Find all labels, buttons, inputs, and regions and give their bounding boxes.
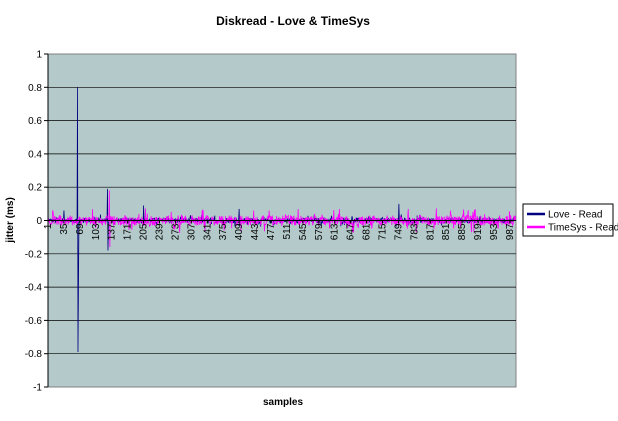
axes bbox=[44, 53, 516, 388]
legend: Love - Read TimeSys - Read bbox=[522, 203, 618, 237]
y-tick-label: -0.4 bbox=[25, 283, 43, 294]
y-tick-label: -0.2 bbox=[25, 249, 43, 260]
gridlines bbox=[48, 86, 516, 355]
legend-label: Love - Read bbox=[548, 210, 602, 221]
x-tick-label: 443 bbox=[250, 223, 261, 240]
x-tick-label: 919 bbox=[473, 223, 484, 240]
x-tick-label: 987 bbox=[505, 223, 516, 240]
x-tick-label: 137 bbox=[107, 223, 118, 240]
x-tick-label: 341 bbox=[202, 223, 213, 240]
x-tick-label: 885 bbox=[457, 223, 468, 240]
x-tick-label: 681 bbox=[362, 223, 373, 240]
x-tick-label: 851 bbox=[441, 223, 452, 240]
y-tick-label: -0.8 bbox=[25, 349, 43, 360]
x-tick-labels: 1 35 69 103 137 171 205 239 273 307 341 375 409 443 47… bbox=[43, 223, 516, 240]
y-tick-labels: 1 0.8 0.6 0.4 0.2 0 -0.2 -0.4 -0.6 -0.8 -1 bbox=[25, 50, 43, 394]
y-tick-label: 0.8 bbox=[28, 83, 42, 94]
y-tick-label: 0 bbox=[36, 216, 42, 227]
legend-box bbox=[522, 203, 614, 237]
x-tick-label: 579 bbox=[314, 223, 325, 240]
x-tick-label: 239 bbox=[154, 223, 165, 240]
y-tick-label: -0.6 bbox=[25, 316, 43, 327]
x-tick-label: 817 bbox=[425, 223, 436, 240]
x-tick-label: 205 bbox=[139, 223, 150, 240]
x-tick-label: 35 bbox=[59, 223, 70, 235]
y-tick-label: 0.4 bbox=[28, 149, 42, 160]
x-tick-label: 477 bbox=[266, 223, 277, 240]
x-tick-label: 409 bbox=[234, 223, 245, 240]
x-tick-label: 647 bbox=[346, 223, 357, 240]
x-tick-label: 307 bbox=[186, 223, 197, 240]
x-tick-label: 715 bbox=[377, 223, 388, 240]
y-tick-label: 0.2 bbox=[28, 183, 42, 194]
x-tick-label: 171 bbox=[123, 223, 134, 240]
x-tick-label: 545 bbox=[298, 223, 309, 240]
x-tick-label: 1 bbox=[43, 223, 54, 229]
x-tick-label: 103 bbox=[91, 223, 102, 240]
x-tick-label: 953 bbox=[489, 223, 500, 240]
y-tick-label: -1 bbox=[33, 383, 42, 394]
x-tick-label: 375 bbox=[218, 223, 229, 240]
y-tick-label: 0.6 bbox=[28, 116, 42, 127]
chart-title: Diskread - Love & TimeSys bbox=[216, 14, 370, 28]
x-tick-label: 69 bbox=[75, 223, 86, 235]
x-tick-label: 749 bbox=[393, 223, 404, 240]
x-tick-label: 783 bbox=[409, 223, 420, 240]
x-tick-label: 511 bbox=[282, 223, 293, 239]
y-tick-label: 1 bbox=[36, 50, 42, 61]
y-axis-label: jitter (ms) bbox=[5, 197, 16, 244]
x-tick-label: 613 bbox=[330, 223, 341, 240]
x-axis-label: samples bbox=[263, 397, 303, 408]
legend-label: TimeSys - Read bbox=[548, 223, 618, 234]
x-tick-label: 273 bbox=[170, 223, 181, 240]
